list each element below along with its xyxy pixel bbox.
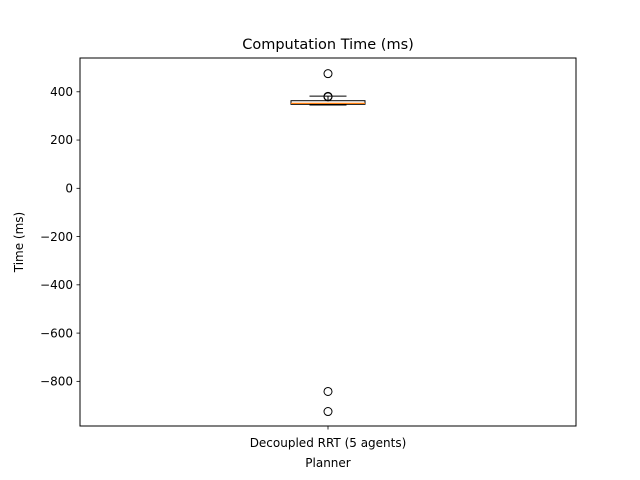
chart-title: Computation Time (ms) (242, 37, 414, 53)
x-tick-label: Decoupled RRT (5 agents) (250, 436, 407, 450)
y-tick-label: −400 (40, 278, 73, 292)
y-tick-label: 0 (65, 182, 73, 196)
y-tick-label: −600 (40, 326, 73, 340)
y-axis-label: Time (ms) (12, 212, 26, 274)
x-axis-label: Planner (305, 456, 351, 470)
y-tick-label: 200 (50, 133, 73, 147)
outlier-point (323, 386, 333, 396)
x-axis: Decoupled RRT (5 agents) (250, 426, 407, 450)
y-axis: 400 200 0 −200 −400 −600 −800 (40, 85, 80, 389)
y-tick-label: 400 (50, 85, 73, 99)
outlier-point (323, 407, 333, 417)
outlier-point (323, 92, 333, 102)
y-tick-label: −800 (40, 375, 73, 389)
plot-area-frame (79, 57, 577, 427)
y-tick-label: −200 (40, 230, 73, 244)
outlier-point (323, 69, 333, 79)
